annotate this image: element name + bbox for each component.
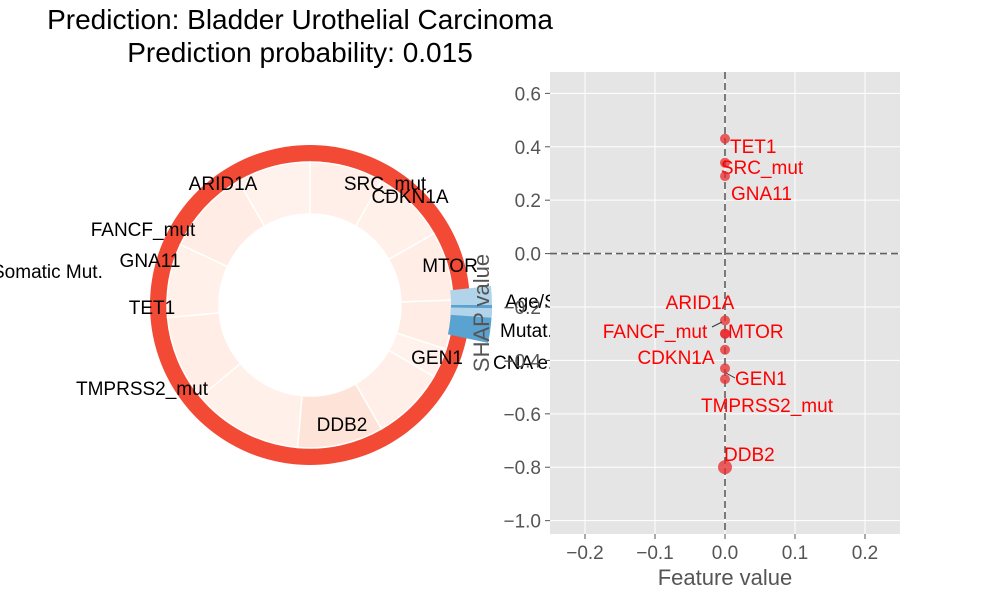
donut-label: FANCF_mut xyxy=(91,220,196,241)
point-label: SRC_mut xyxy=(721,158,804,179)
chart-title: Prediction: Bladder Urothelial Carcinoma xyxy=(47,4,553,35)
y-tick-label: −0.6 xyxy=(503,405,541,426)
point-label: MTOR xyxy=(728,322,784,343)
scatter-point xyxy=(720,171,730,182)
donut-label: CDKN1A xyxy=(371,187,448,208)
y-axis-label: SHAP value xyxy=(469,254,494,372)
y-tick-label: 0.4 xyxy=(515,138,542,159)
donut-negative-wedge xyxy=(450,307,492,318)
x-axis-label: Feature value xyxy=(658,565,793,590)
scatter-point xyxy=(720,344,730,355)
donut-label: GEN1 xyxy=(411,348,463,369)
point-label: TMPRSS2_mut xyxy=(701,396,834,417)
point-label: DDB2 xyxy=(724,445,775,466)
donut-label: DDB2 xyxy=(317,415,368,436)
scatter-point xyxy=(720,328,730,339)
scatter-chart: −0.2 −0.1 0.0 0.1 0.2 0.6 0.4 0.2 0.0 −0.2 −0.4 −0.… xyxy=(469,72,900,590)
donut-label: TET1 xyxy=(129,298,175,319)
donut-label: ARID1A xyxy=(189,174,258,195)
donut-label: TMPRSS2_mut xyxy=(76,379,209,400)
y-tick-label: −0.4 xyxy=(503,351,541,372)
donut-label: SRC_mut xyxy=(344,174,427,195)
y-tick-label: 0.6 xyxy=(515,84,541,105)
donut-label: GNA11 xyxy=(120,251,181,272)
x-tick-label: 0.0 xyxy=(712,543,738,564)
y-tick-label: −1.0 xyxy=(503,512,541,533)
point-label: ARID1A xyxy=(666,293,735,314)
scatter-point xyxy=(720,315,730,326)
chart-subtitle: Prediction probability: 0.015 xyxy=(127,37,473,68)
x-tick-label: 0.1 xyxy=(782,543,808,564)
y-tick-label: 0.2 xyxy=(515,191,541,212)
point-label: TET1 xyxy=(730,137,776,158)
y-tick-label: −0.2 xyxy=(503,298,541,319)
x-tick-label: −0.2 xyxy=(566,543,604,564)
donut-label: MTOR xyxy=(422,256,478,277)
point-label: GNA11 xyxy=(731,184,792,205)
leader-line xyxy=(711,321,723,328)
scatter-point xyxy=(720,157,730,168)
point-label: FANCF_mut xyxy=(603,322,708,343)
scatter-point xyxy=(718,460,732,475)
y-tick-label: −0.8 xyxy=(503,458,541,479)
point-label: GEN1 xyxy=(735,369,787,390)
donut-label: Mutat... xyxy=(500,321,563,342)
donut-negative-wedge xyxy=(450,285,492,305)
scatter-point xyxy=(720,133,730,144)
scatter-point xyxy=(720,363,730,374)
donut-hole xyxy=(219,214,401,396)
donut-label: CNA e... xyxy=(493,353,564,374)
scatter-point xyxy=(720,374,730,385)
y-tick-label: 0.0 xyxy=(515,245,541,266)
point-label: CDKN1A xyxy=(637,348,714,369)
leader-line xyxy=(725,372,736,379)
donut-label: Somatic Mut. xyxy=(0,262,103,283)
x-tick-label: −0.1 xyxy=(636,543,674,564)
x-tick-label: 0.2 xyxy=(852,543,878,564)
